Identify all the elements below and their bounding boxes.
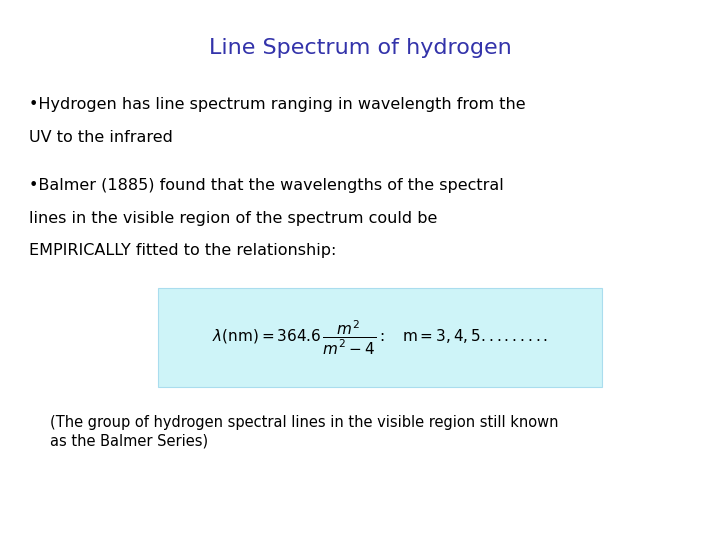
Text: EMPIRICALLY fitted to the relationship:: EMPIRICALLY fitted to the relationship: xyxy=(29,243,336,258)
Text: Line Spectrum of hydrogen: Line Spectrum of hydrogen xyxy=(209,38,511,58)
Text: (The group of hydrogen spectral lines in the visible region still known: (The group of hydrogen spectral lines in… xyxy=(50,415,559,430)
Text: UV to the infrared: UV to the infrared xyxy=(29,130,173,145)
FancyBboxPatch shape xyxy=(158,288,602,387)
Text: •Hydrogen has line spectrum ranging in wavelength from the: •Hydrogen has line spectrum ranging in w… xyxy=(29,97,526,112)
Text: lines in the visible region of the spectrum could be: lines in the visible region of the spect… xyxy=(29,211,437,226)
Text: $\lambda(\mathrm{nm})=364.6\,\dfrac{m^2}{m^2-4}$$\mathrm{:}\quad \mathrm{m}=3,4,: $\lambda(\mathrm{nm})=364.6\,\dfrac{m^2}… xyxy=(212,319,548,356)
Text: •Balmer (1885) found that the wavelengths of the spectral: •Balmer (1885) found that the wavelength… xyxy=(29,178,503,193)
Text: as the Balmer Series): as the Balmer Series) xyxy=(50,433,209,448)
